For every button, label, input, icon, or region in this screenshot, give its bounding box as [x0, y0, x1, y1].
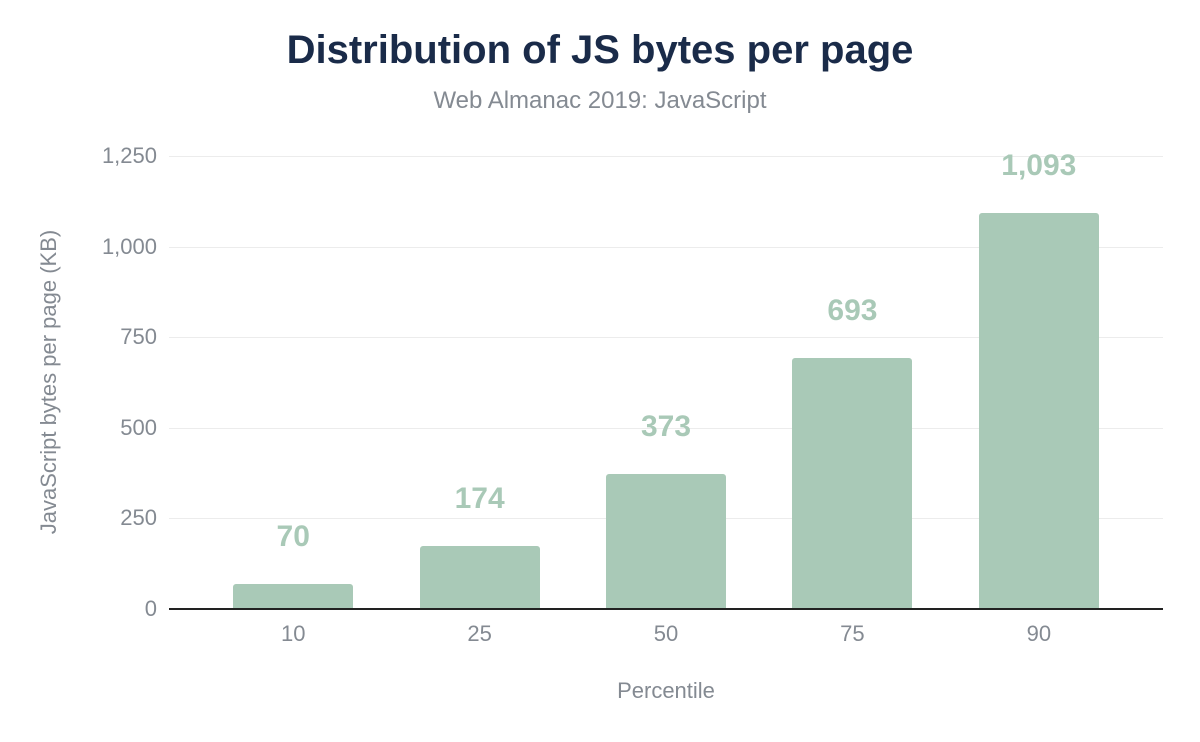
- x-tick-label: 25: [467, 621, 492, 646]
- bar-group: 693: [759, 156, 945, 609]
- bar-group: 70: [200, 156, 386, 609]
- gridline: [169, 246, 1163, 248]
- x-tick-label: 75: [840, 621, 865, 646]
- chart-title: Distribution of JS bytes per page: [286, 28, 914, 72]
- x-axis-title: Percentile: [617, 678, 715, 703]
- bars-row: 70 174 373 693 1,093: [200, 149, 1132, 609]
- chart-subtitle: Web Almanac 2019: JavaScript: [433, 87, 767, 114]
- y-tick-label: 0: [144, 596, 157, 621]
- y-tick-label: 750: [120, 324, 157, 349]
- bar-value-label: 373: [640, 409, 692, 443]
- bar: [606, 473, 727, 609]
- bar: [792, 357, 913, 609]
- x-axis-line: [169, 608, 1163, 610]
- y-tick-label: 500: [120, 415, 157, 440]
- y-tick-label: 250: [120, 505, 157, 530]
- x-tick-label: 90: [1026, 621, 1052, 646]
- bar-value-label: 174: [454, 481, 505, 515]
- plot-area: 70 174 373 693 1,093: [169, 149, 1163, 610]
- bar: [419, 545, 540, 609]
- y-axis-title: JavaScript bytes per page (KB): [36, 229, 61, 535]
- bar-value-label: 1,093: [1001, 148, 1077, 182]
- y-tick-label: 1,250: [101, 143, 157, 168]
- x-tick-label: 50: [653, 621, 679, 646]
- y-tick-label: 1,000: [101, 234, 157, 259]
- bar-group: 373: [573, 156, 759, 609]
- bar: [233, 583, 354, 609]
- bar-value-label: 693: [827, 293, 878, 327]
- bar-group: 1,093: [946, 149, 1132, 609]
- gridline: [169, 427, 1163, 429]
- bar-group: 174: [386, 156, 572, 609]
- bar: [978, 212, 1099, 609]
- x-tick-row: 10 25 50 75 90: [200, 621, 1132, 647]
- bar-value-label: 70: [276, 519, 310, 553]
- gridline: [169, 337, 1163, 339]
- x-tick-label: 10: [280, 621, 306, 646]
- gridline: [169, 156, 1163, 157]
